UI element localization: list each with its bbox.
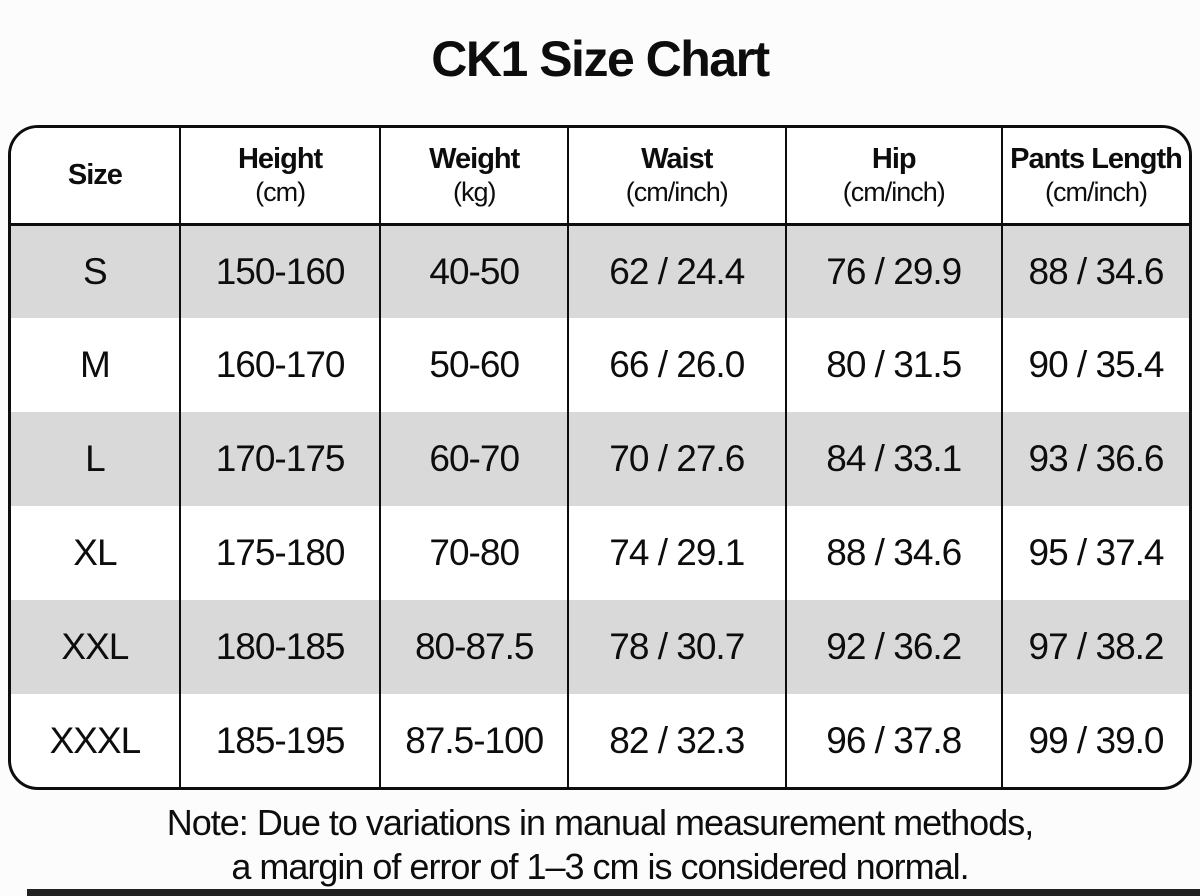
- cell-pants-length: 97 / 38.2: [1001, 600, 1189, 694]
- measurement-note-line2: a margin of error of 1–3 cm is considere…: [231, 845, 969, 887]
- cell-pants-length: 93 / 36.6: [1001, 412, 1189, 506]
- cell-hip: 88 / 34.6: [784, 506, 1003, 600]
- cell-height: 170-175: [178, 412, 381, 506]
- cell-waist: 74 / 29.1: [567, 506, 786, 600]
- column-header-unit: (kg): [452, 177, 496, 208]
- measurement-note-line1: Note: Due to variations in manual measur…: [166, 802, 1034, 843]
- cell-size: S: [83, 250, 108, 292]
- column-header-unit: (cm/inch): [625, 177, 729, 208]
- size-chart-table: Size Height (cm) Weight (kg) Waist (cm/i…: [8, 125, 1192, 790]
- cell-waist: 66 / 26.0: [567, 318, 786, 412]
- table-row-s: S 150-160 40-50 62 / 24.4 76 / 29.9 88 /…: [11, 224, 1189, 318]
- cell-size: XXL: [61, 626, 129, 667]
- cell-waist: 78 / 30.7: [567, 600, 786, 694]
- cell-size: M: [79, 344, 111, 385]
- column-header-label: Size: [67, 158, 123, 191]
- cell-hip: 76 / 29.9: [784, 224, 1003, 318]
- column-header-pants-length: Pants Length (cm/inch): [1001, 128, 1189, 226]
- cell-weight: 70-80: [379, 506, 569, 600]
- column-header-waist: Waist (cm/inch): [567, 128, 786, 226]
- cell-waist: 62 / 24.4: [567, 224, 786, 318]
- cell-height: 150-160: [178, 224, 381, 318]
- table-row-xxl: XXL 180-185 80-87.5 78 / 30.7 92 / 36.2 …: [11, 600, 1189, 694]
- column-header-unit: (cm/inch): [1045, 177, 1148, 208]
- cell-weight: 87.5-100: [379, 694, 569, 787]
- cell-pants-length: 88 / 34.6: [1001, 224, 1189, 318]
- column-header-height: Height (cm): [178, 128, 381, 226]
- page-title: CK1 Size Chart: [431, 31, 770, 87]
- column-header-unit: (cm): [255, 177, 306, 208]
- cell-height: 180-185: [178, 600, 381, 694]
- column-header-label: Weight: [429, 143, 520, 176]
- cell-pants-length: 99 / 39.0: [1001, 694, 1189, 787]
- cell-hip: 92 / 36.2: [784, 600, 1003, 694]
- measurement-note: Note: Due to variations in manual measur…: [0, 801, 1200, 889]
- cell-weight: 60-70: [379, 412, 569, 506]
- column-header-hip: Hip (cm/inch): [784, 128, 1003, 226]
- column-header-label: Pants Length: [1010, 143, 1183, 176]
- cell-size: XXXL: [49, 720, 142, 761]
- table-row-l: L 170-175 60-70 70 / 27.6 84 / 33.1 93 /…: [11, 412, 1189, 506]
- table-row-xxxl: XXXL 185-195 87.5-100 82 / 32.3 96 / 37.…: [11, 694, 1189, 787]
- cell-hip: 80 / 31.5: [784, 318, 1003, 412]
- cell-waist: 82 / 32.3: [567, 694, 786, 787]
- header-row: Size Height (cm) Weight (kg) Waist (cm/i…: [11, 128, 1189, 226]
- cell-height: 160-170: [178, 318, 381, 412]
- cell-hip: 84 / 33.1: [784, 412, 1003, 506]
- column-header-unit: (cm/inch): [842, 177, 946, 208]
- cell-waist: 70 / 27.6: [567, 412, 786, 506]
- table-row-xl: XL 175-180 70-80 74 / 29.1 88 / 34.6 95 …: [11, 506, 1189, 600]
- cell-hip: 96 / 37.8: [784, 694, 1003, 787]
- cell-weight: 80-87.5: [379, 600, 569, 694]
- cell-size: XL: [73, 532, 117, 573]
- table-row-m: M 160-170 50-60 66 / 26.0 80 / 31.5 90 /…: [11, 318, 1189, 412]
- column-header-weight: Weight (kg): [379, 128, 569, 226]
- bottom-edge-bar: [27, 889, 1200, 896]
- size-table: Size Height (cm) Weight (kg) Waist (cm/i…: [11, 128, 1189, 787]
- column-header-label: Waist: [641, 143, 713, 176]
- cell-weight: 50-60: [379, 318, 569, 412]
- column-header-size: Size: [11, 128, 180, 226]
- cell-size: L: [85, 438, 106, 479]
- cell-pants-length: 95 / 37.4: [1001, 506, 1189, 600]
- cell-height: 175-180: [178, 506, 381, 600]
- cell-pants-length: 90 / 35.4: [1001, 318, 1189, 412]
- column-header-label: Hip: [871, 143, 917, 176]
- column-header-label: Height: [237, 143, 323, 176]
- cell-height: 185-195: [178, 694, 381, 787]
- cell-weight: 40-50: [379, 224, 569, 318]
